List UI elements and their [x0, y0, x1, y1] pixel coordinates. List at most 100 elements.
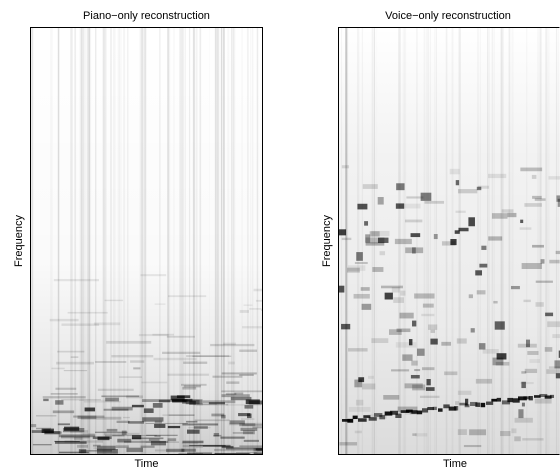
- texture-streak: [178, 453, 203, 455]
- texture-stripe: [117, 27, 119, 455]
- texture-trail: [400, 410, 410, 413]
- texture-patch: [534, 398, 552, 404]
- texture-blob: [142, 417, 164, 422]
- texture-stripe: [362, 27, 363, 455]
- texture-streak: [194, 419, 230, 422]
- texture-blob: [556, 195, 560, 202]
- texture-streak: [58, 451, 89, 454]
- voice-spectrogram-plot-area: [338, 27, 560, 455]
- texture-streak: [249, 307, 262, 310]
- texture-blob: [247, 413, 252, 419]
- texture-streak: [183, 361, 208, 364]
- texture-blob: [253, 447, 263, 452]
- texture-streak: [32, 444, 52, 446]
- texture-streak: [58, 434, 96, 438]
- texture-blob: [521, 402, 525, 407]
- texture-patch: [383, 395, 400, 400]
- texture-streak: [242, 423, 263, 427]
- texture-streak: [119, 376, 143, 378]
- texture-patch: [365, 242, 385, 246]
- texture-streak: [127, 421, 145, 424]
- texture-stripe: [220, 27, 222, 455]
- texture-streak: [56, 361, 95, 365]
- texture-patch: [522, 438, 544, 441]
- texture-patch: [449, 168, 460, 175]
- texture-stripe: [508, 27, 511, 455]
- texture-patch: [400, 290, 406, 296]
- texture-blob: [361, 303, 372, 310]
- texture-blob: [412, 247, 416, 254]
- texture-trail: [523, 396, 530, 400]
- texture-stripe: [427, 27, 430, 455]
- texture-stripe: [80, 27, 83, 455]
- texture-blob: [115, 445, 129, 449]
- texture-stripe: [209, 27, 210, 455]
- texture-blob: [154, 424, 166, 428]
- texture-patch: [441, 341, 452, 346]
- texture-patch: [463, 444, 482, 448]
- texture-blob: [96, 449, 118, 454]
- texture-blob: [31, 430, 54, 433]
- texture-blob: [166, 448, 185, 452]
- texture-stripe: [491, 27, 493, 455]
- texture-blob: [410, 233, 421, 238]
- texture-streak: [106, 340, 152, 344]
- texture-streak: [42, 396, 86, 399]
- texture-streak: [92, 444, 101, 447]
- texture-blob: [416, 348, 425, 356]
- texture-stripe: [127, 27, 129, 455]
- texture-streak: [221, 372, 257, 375]
- texture-patch: [534, 198, 546, 201]
- texture-blob: [240, 427, 258, 432]
- texture-streak: [162, 414, 195, 416]
- texture-patch: [521, 371, 527, 374]
- piano-x-axis-label: Time: [134, 458, 158, 469]
- texture-stripe: [199, 27, 202, 455]
- texture-patch: [399, 312, 414, 319]
- texture-patch: [520, 167, 543, 172]
- texture-streak: [124, 440, 169, 443]
- texture-streak: [61, 323, 100, 326]
- texture-stripe: [31, 27, 33, 455]
- texture-trail: [454, 406, 459, 411]
- texture-stripe: [88, 27, 90, 455]
- texture-trail: [534, 395, 541, 398]
- texture-stripe: [214, 27, 216, 455]
- texture-trail: [390, 410, 398, 415]
- texture-blob: [152, 403, 163, 408]
- texture-blob: [52, 410, 75, 414]
- texture-trail: [416, 410, 423, 415]
- texture-blob: [554, 360, 560, 369]
- texture-trail: [512, 398, 520, 403]
- texture-streak: [54, 441, 87, 444]
- texture-streak: [104, 299, 124, 302]
- texture-patch: [501, 209, 514, 213]
- texture-streak: [167, 373, 209, 376]
- texture-streak: [242, 326, 263, 329]
- texture-streak: [57, 350, 85, 353]
- texture-streak: [166, 335, 195, 338]
- texture-trail: [507, 397, 514, 403]
- texture-stripe: [256, 27, 259, 455]
- texture-patch: [353, 293, 370, 299]
- texture-streak: [154, 449, 184, 452]
- texture-streak: [193, 403, 229, 406]
- texture-stripe: [348, 27, 349, 455]
- texture-stripe: [74, 27, 77, 455]
- texture-patch: [415, 433, 428, 437]
- texture-stripe: [487, 27, 489, 455]
- texture-streak: [70, 356, 79, 358]
- texture-blob: [186, 429, 200, 434]
- texture-stripe: [58, 27, 60, 455]
- texture-streak: [181, 383, 207, 386]
- texture-streak: [232, 432, 254, 434]
- texture-trail: [448, 406, 457, 411]
- texture-trail: [363, 415, 371, 418]
- texture-stripe: [222, 27, 225, 455]
- texture-stripe: [184, 27, 186, 455]
- texture-patch: [524, 203, 542, 207]
- texture-blob: [131, 404, 144, 408]
- texture-streak: [202, 400, 236, 404]
- texture-patch: [347, 267, 360, 273]
